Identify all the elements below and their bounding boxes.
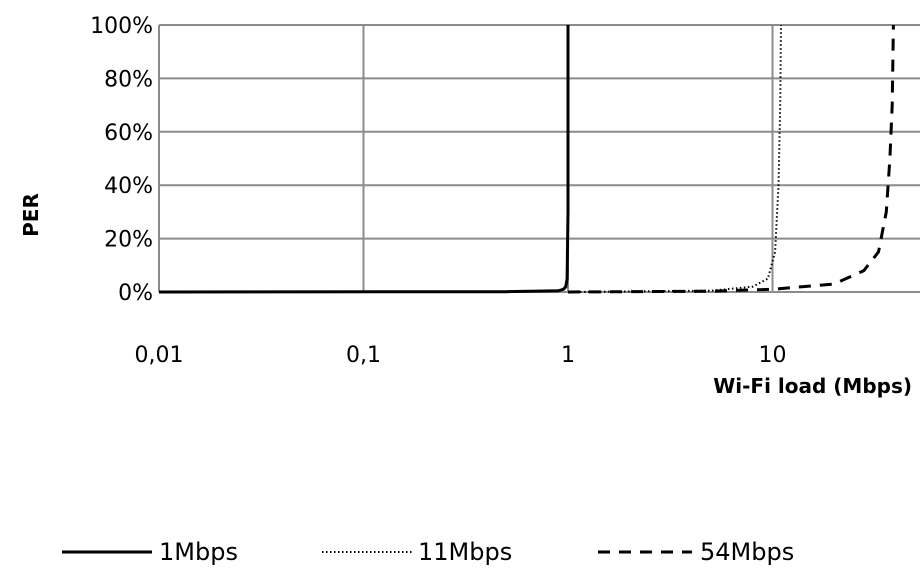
y-tick-label-60: 60% xyxy=(104,121,153,146)
x-tick-label-1: 1 xyxy=(561,343,575,368)
x-tick-label-0-01: 0,01 xyxy=(135,343,184,368)
series-line-1mbps xyxy=(158,25,570,294)
x-axis-title: Wi-Fi load (Mbps) xyxy=(713,374,912,398)
y-tick-label-80: 80% xyxy=(104,67,153,92)
legend-label-11mbps: 11Mbps xyxy=(418,538,512,566)
series-line-54mbps xyxy=(567,24,895,294)
legend-label-54mbps: 54Mbps xyxy=(700,538,794,566)
grid-lines xyxy=(158,24,920,293)
y-axis-title: PER xyxy=(19,193,43,237)
y-tick-label-0: 0% xyxy=(118,281,153,306)
x-tick-label-0-1: 0,1 xyxy=(346,343,381,368)
y-tick-labels: 0% 20% 40% 60% 80% 100% xyxy=(90,14,153,306)
x-tick-labels: 0,01 0,1 1 10 xyxy=(135,343,787,368)
legend-item-1mbps: 1Mbps xyxy=(62,538,238,566)
series-lines xyxy=(158,24,895,294)
legend-label-1mbps: 1Mbps xyxy=(159,538,238,566)
legend-item-11mbps: 11Mbps xyxy=(322,538,512,566)
series-line-11mbps xyxy=(567,24,782,293)
legend: 1Mbps 11Mbps 54Mbps xyxy=(62,538,794,566)
y-tick-label-20: 20% xyxy=(104,228,153,253)
y-tick-label-100: 100% xyxy=(90,14,153,39)
legend-item-54mbps: 54Mbps xyxy=(598,538,794,566)
y-tick-label-40: 40% xyxy=(104,174,153,199)
x-tick-label-10: 10 xyxy=(759,343,787,368)
